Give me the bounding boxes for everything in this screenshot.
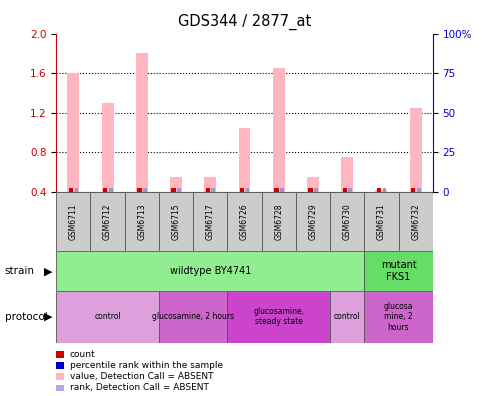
Bar — [90, 192, 124, 251]
Bar — [67, 73, 79, 192]
Text: percentile rank within the sample: percentile rank within the sample — [70, 361, 223, 370]
Text: value, Detection Call = ABSENT: value, Detection Call = ABSENT — [70, 372, 213, 381]
Bar — [364, 251, 432, 291]
Bar — [137, 188, 142, 192]
Text: control: control — [94, 312, 121, 321]
Bar — [136, 53, 147, 192]
Bar — [398, 192, 432, 251]
Bar — [313, 188, 317, 192]
Bar — [56, 251, 364, 291]
Bar — [279, 188, 283, 192]
Text: GSM6728: GSM6728 — [274, 204, 283, 240]
Bar — [306, 177, 318, 192]
Text: GSM6729: GSM6729 — [308, 204, 317, 240]
Text: ▶: ▶ — [43, 266, 52, 276]
Bar — [272, 68, 284, 192]
Bar — [364, 291, 432, 343]
Bar — [102, 103, 113, 192]
Bar — [364, 192, 398, 251]
Bar — [69, 188, 73, 192]
Text: GSM6732: GSM6732 — [410, 204, 419, 240]
Bar — [409, 108, 421, 192]
Bar — [108, 188, 112, 192]
Bar — [329, 291, 364, 343]
Bar — [159, 291, 227, 343]
Text: ▶: ▶ — [43, 312, 52, 322]
Text: GSM6713: GSM6713 — [137, 204, 146, 240]
Bar — [170, 177, 182, 192]
Text: GSM6717: GSM6717 — [205, 204, 214, 240]
Bar — [103, 188, 107, 192]
Bar — [171, 188, 176, 192]
Bar — [382, 188, 386, 192]
Bar — [329, 192, 364, 251]
Bar — [56, 192, 90, 251]
Text: glucosamine, 2 hours: glucosamine, 2 hours — [152, 312, 234, 321]
Bar — [245, 188, 249, 192]
Bar — [227, 192, 261, 251]
Bar — [347, 188, 351, 192]
Text: rank, Detection Call = ABSENT: rank, Detection Call = ABSENT — [70, 383, 208, 392]
Bar — [227, 291, 329, 343]
Bar — [193, 192, 227, 251]
Bar — [376, 188, 381, 192]
Bar — [177, 188, 181, 192]
Bar — [342, 188, 346, 192]
Text: GDS344 / 2877_at: GDS344 / 2877_at — [178, 14, 310, 30]
Bar — [205, 188, 210, 192]
Bar — [416, 188, 420, 192]
Bar — [56, 291, 159, 343]
Text: count: count — [70, 350, 95, 359]
Text: protocol: protocol — [5, 312, 47, 322]
Bar — [204, 177, 216, 192]
Bar — [274, 188, 278, 192]
Text: mutant
FKS1: mutant FKS1 — [380, 261, 416, 282]
Text: wildtype BY4741: wildtype BY4741 — [169, 266, 250, 276]
Bar — [124, 192, 159, 251]
Bar — [375, 190, 386, 192]
Bar — [341, 157, 352, 192]
Bar — [308, 188, 312, 192]
Text: GSM6712: GSM6712 — [103, 204, 112, 240]
Bar — [261, 192, 295, 251]
Text: GSM6731: GSM6731 — [376, 204, 385, 240]
Text: control: control — [333, 312, 360, 321]
Text: glucosamine,
steady state: glucosamine, steady state — [253, 307, 304, 326]
Bar — [410, 188, 415, 192]
Bar — [159, 192, 193, 251]
Text: glucosa
mine, 2
hours: glucosa mine, 2 hours — [383, 302, 412, 332]
Text: GSM6726: GSM6726 — [240, 204, 248, 240]
Text: strain: strain — [5, 266, 35, 276]
Text: GSM6711: GSM6711 — [69, 204, 78, 240]
Bar — [295, 192, 329, 251]
Bar — [238, 128, 250, 192]
Text: GSM6730: GSM6730 — [342, 204, 351, 240]
Bar — [142, 188, 146, 192]
Text: GSM6715: GSM6715 — [171, 204, 180, 240]
Bar — [211, 188, 215, 192]
Bar — [74, 188, 78, 192]
Bar — [240, 188, 244, 192]
